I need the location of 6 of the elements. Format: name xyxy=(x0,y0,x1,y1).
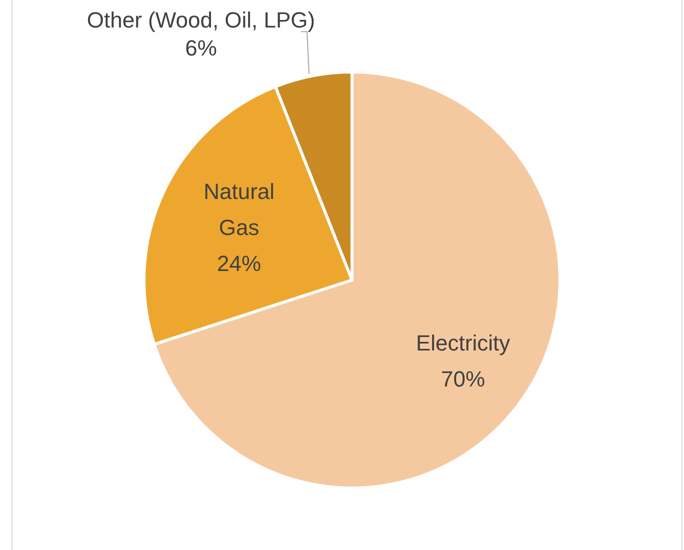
slice-label: Natural Gas xyxy=(204,178,275,240)
data-label: 70% xyxy=(441,366,486,392)
data-label: 24% xyxy=(217,250,262,276)
slice-label: Electricity xyxy=(416,330,510,356)
data-label: 6% xyxy=(185,36,217,61)
slice-label: Other (Wood, Oil, LPG) xyxy=(86,8,316,33)
